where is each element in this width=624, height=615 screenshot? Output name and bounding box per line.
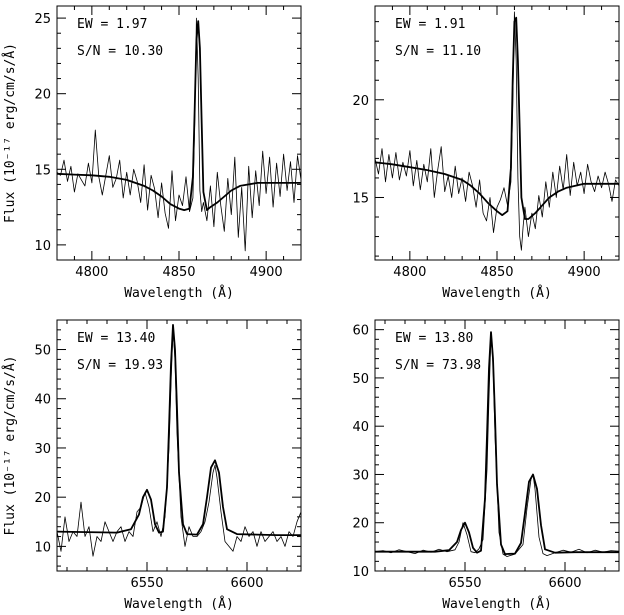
chart3-ytick-label: 20 [352,517,369,532]
chart2-ytick-label: 10 [34,540,51,555]
chart1-ytick-label: 20 [352,94,369,109]
chart0-xlabel: Wavelength (Å) [124,285,234,301]
chart0-series-model-line [56,20,301,212]
chart1-annotation: EW = 1.91 [395,17,465,32]
chart2-xlabel: Wavelength (Å) [124,596,234,612]
chart0-xtick-label: 4900 [250,265,283,280]
chart2-series-model-line [56,323,301,536]
chart3-xtick-label: 6600 [548,576,581,591]
chart0-xtick-label: 4850 [162,265,195,280]
chart0-ytick-label: 10 [34,239,51,254]
chart0-xtick-label: 4800 [75,265,108,280]
panel-bottom-right: 6550 6600 10 20 30 40 50 60 Wavelength (Å) EW = 1… [352,319,620,612]
panel-top-left: 4800 4850 4900 10 15 20 25 Wavelength (Å) Flux (… [2,5,302,301]
chart2-xtick-label: 6550 [130,576,163,591]
chart1-ytick-label: 15 [352,191,369,206]
chart1-xlabel: Wavelength (Å) [442,285,552,301]
chart3-ytick-label: 40 [352,420,369,435]
panel-top-right: 4800 4850 4900 15 20 Wavelength (Å) EW = 1.91 S… [352,5,620,301]
chart2-xtick-label: 6600 [230,576,263,591]
chart3-xlabel: Wavelength (Å) [442,596,552,612]
chart1-series-model-line [374,16,619,220]
chart3-ytick-label: 10 [352,565,369,580]
chart0-ytick-label: 25 [34,12,51,27]
chart1-xtick-label: 4800 [393,265,426,280]
chart1-xtick-label: 4900 [568,265,601,280]
chart1-xtick-label: 4850 [480,265,513,280]
chart0-series-noisy-line [56,17,302,252]
chart1-annotation: S/N = 11.10 [395,44,481,59]
chart3-annotation: S/N = 73.98 [395,358,481,373]
chart2-annotation: EW = 13.40 [77,331,155,346]
chart2-annotation: S/N = 19.93 [77,358,163,373]
chart3-ytick-label: 30 [352,468,369,483]
chart3-ytick-label: 60 [352,324,369,339]
chart3-annotation: EW = 13.80 [395,331,473,346]
chart0-annotation: S/N = 10.30 [77,44,163,59]
chart3-series-model-line [375,331,619,555]
chart2-ytick-label: 30 [34,442,51,457]
chart0-ylabel: Flux (10⁻¹⁷ erg/cm/s/Å) [2,43,18,223]
chart0-annotation: EW = 1.97 [77,17,147,32]
chart2-ylabel: Flux (10⁻¹⁷ erg/cm/s/Å) [2,355,18,535]
chart0-ytick-label: 20 [34,88,51,103]
chart2-ytick-label: 40 [34,393,51,408]
panel-bottom-left: 6550 6600 10 20 30 40 50 Wavelength (Å) Flux (10… [2,319,302,612]
chart2-ytick-label: 20 [34,491,51,506]
chart3-ytick-label: 50 [352,372,369,387]
chart3-xtick-label: 6550 [448,576,481,591]
chart2-ytick-label: 50 [34,344,51,359]
chart1-series-noisy-line [374,11,620,251]
chart0-ytick-label: 15 [34,163,51,178]
chart2-frame [56,319,302,572]
